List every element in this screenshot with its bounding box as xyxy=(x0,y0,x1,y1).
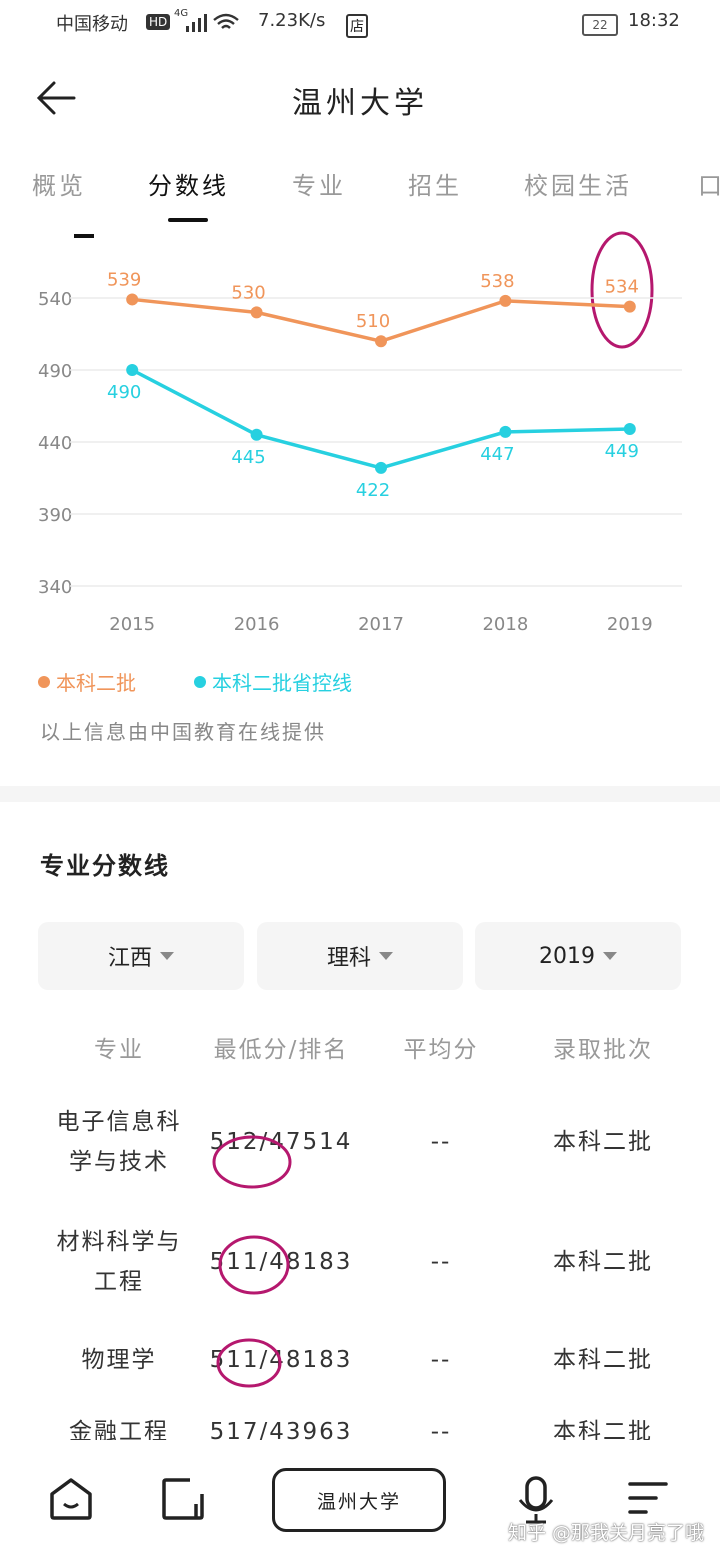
clock: 18:32 xyxy=(628,10,680,31)
table-cell: 本科二批 xyxy=(553,1347,653,1373)
y-tick-label: 440 xyxy=(38,433,72,454)
data-label: 538 xyxy=(480,271,514,292)
table-cell: 511/48183 xyxy=(209,1249,353,1275)
data-label: 449 xyxy=(605,441,639,462)
table-cell: 本科二批 xyxy=(553,1419,653,1440)
legend-label: 本科二批省控线 xyxy=(212,671,352,695)
chart: 340 390 440 490 540 2015 2016 2017 2018 2019 539 53… xyxy=(38,231,682,695)
data-point xyxy=(623,423,636,436)
table-cell: -- xyxy=(430,1347,452,1373)
tab[interactable]: 分数线 xyxy=(148,172,229,200)
table-cell: 517/43963 xyxy=(209,1419,353,1440)
legend-marker xyxy=(194,676,206,688)
legend-label: 本科二批 xyxy=(56,671,136,695)
table-cell: 本科二批 xyxy=(553,1129,653,1155)
dropdown-arrow xyxy=(603,952,617,960)
table-cell: 本科二批 xyxy=(553,1249,653,1275)
table-cell: -- xyxy=(430,1249,452,1275)
y-tick-label: 490 xyxy=(38,361,72,382)
voice-icon[interactable] xyxy=(516,1474,556,1526)
source-note: 以上信息由中国教育在线提供 xyxy=(40,720,326,744)
signal-icons xyxy=(186,13,239,32)
tab-indicator xyxy=(168,218,208,222)
x-tick-label: 2018 xyxy=(482,614,528,635)
table-cell: -- xyxy=(430,1419,452,1440)
data-point xyxy=(499,425,512,438)
table-header: 最低分/排名 xyxy=(213,1037,349,1063)
data-label: 539 xyxy=(107,269,141,290)
table-cell: -- xyxy=(430,1129,452,1155)
data-label: 510 xyxy=(356,311,390,332)
filter[interactable]: 2019 xyxy=(475,922,681,990)
carrier: 中国移动 xyxy=(56,14,128,35)
filter-label: 2019 xyxy=(539,943,595,969)
data-point xyxy=(499,294,512,307)
table-cell: 512/47514 xyxy=(209,1129,353,1155)
data-point xyxy=(375,461,387,474)
dropdown-arrow xyxy=(160,952,174,960)
battery: 22 xyxy=(582,14,618,36)
tab[interactable]: 口 xyxy=(698,172,720,200)
dropdown-arrow xyxy=(379,952,393,960)
back-button[interactable] xyxy=(36,80,78,116)
network: 4G xyxy=(174,8,189,19)
annotations xyxy=(212,1135,292,1388)
data-label: 447 xyxy=(480,444,514,465)
x-tick-label: 2015 xyxy=(109,614,155,635)
tab[interactable]: 校园生活 xyxy=(524,172,632,200)
watermark: 知乎 @那我关月亮了哦 xyxy=(507,1522,704,1544)
hd-badge: HD xyxy=(146,14,171,30)
table-header: 录取批次 xyxy=(553,1037,653,1063)
tabs-icon[interactable] xyxy=(160,1476,206,1522)
data-label: 445 xyxy=(231,447,265,468)
data-point xyxy=(250,428,263,441)
major-name: 物理学 xyxy=(81,1347,157,1373)
data-label: 422 xyxy=(356,480,390,501)
sub-indicator xyxy=(74,234,94,238)
filter-label: 理科 xyxy=(326,946,371,971)
major-name: 金融工程 xyxy=(69,1419,169,1440)
data-label: 530 xyxy=(231,282,265,303)
y-tick-label: 390 xyxy=(38,505,72,526)
divider xyxy=(0,786,720,802)
tab[interactable]: 专业 xyxy=(292,172,346,200)
y-tick-label: 340 xyxy=(38,577,72,598)
y-tick-label: 540 xyxy=(38,289,72,310)
legend-marker xyxy=(38,676,50,688)
table-body: 电子信息科学与技术 512/47514 -- 本科二批 材料科学与工程 511/48183… xyxy=(0,1080,720,1440)
tab[interactable]: 招生 xyxy=(408,172,462,200)
x-tick-label: 2017 xyxy=(358,614,404,635)
menu-icon[interactable] xyxy=(626,1480,670,1520)
home-icon[interactable] xyxy=(48,1476,94,1522)
x-tick-label: 2019 xyxy=(607,614,653,635)
tab[interactable]: 概览 xyxy=(32,172,86,200)
section-title: 专业分数线 xyxy=(40,852,170,880)
search-box[interactable]: 温州大学 xyxy=(272,1468,446,1532)
series-line xyxy=(131,368,630,470)
table-header: 平均分 xyxy=(403,1037,479,1063)
table-header: 专业 xyxy=(94,1037,144,1063)
data-point xyxy=(126,364,139,376)
data-point xyxy=(623,300,636,313)
data-label: 490 xyxy=(107,382,141,403)
net-speed: 7.23K/s xyxy=(258,10,326,31)
data-point xyxy=(250,306,263,319)
filter[interactable]: 理科 xyxy=(257,922,463,990)
data-point xyxy=(126,293,139,306)
major-name: 电子信息科学与技术 xyxy=(56,1109,182,1175)
store-icon: 店 xyxy=(346,14,368,38)
major-name: 材料科学与工程 xyxy=(56,1229,182,1295)
page-title: 温州大学 xyxy=(292,86,428,121)
bottom-nav: 温州大学 知乎 @那我关月亮了哦 xyxy=(0,1440,720,1559)
data-label: 534 xyxy=(605,277,639,298)
data-point xyxy=(375,335,387,348)
filter[interactable]: 江西 xyxy=(38,922,244,990)
filter-label: 江西 xyxy=(107,946,152,971)
annotation-circle xyxy=(590,231,654,349)
x-tick-label: 2016 xyxy=(234,614,280,635)
